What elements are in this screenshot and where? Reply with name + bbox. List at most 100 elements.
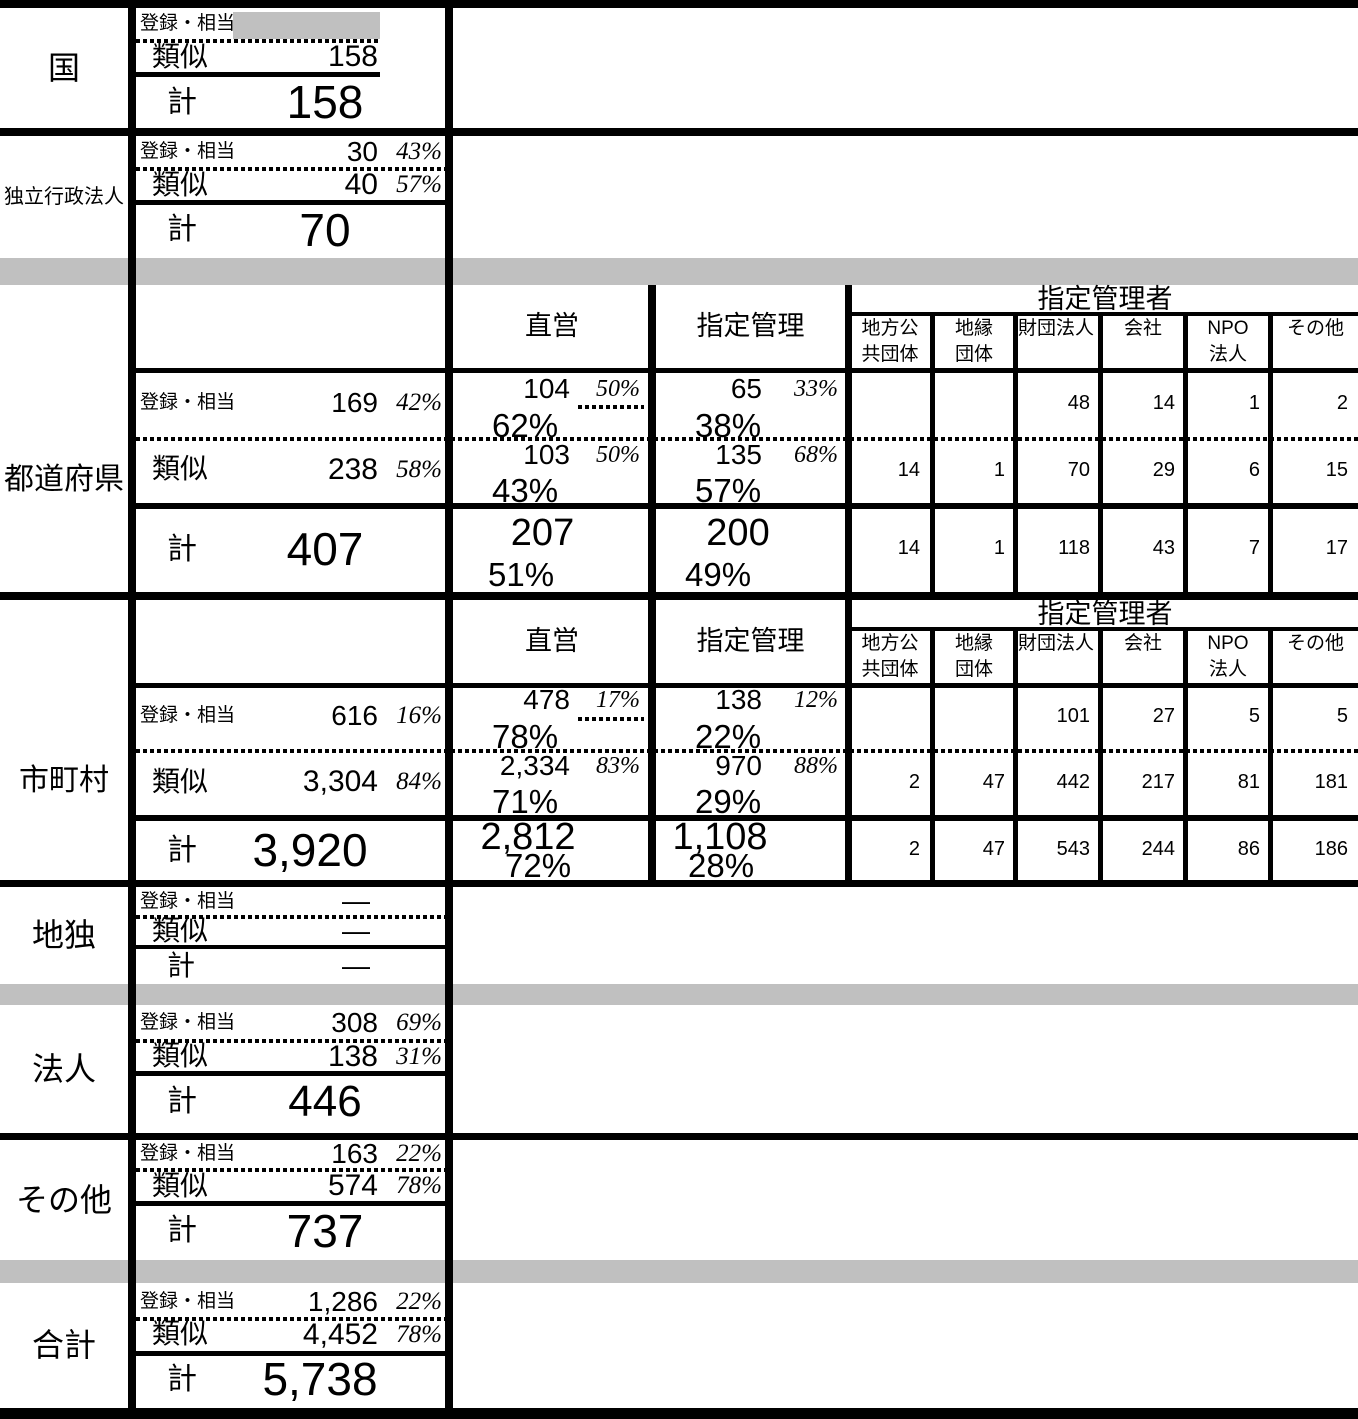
shichoson-shitei-touroku-value: 138 <box>715 684 762 715</box>
shichoson-subheader-chiendantai: 地縁 団体 <box>954 633 993 680</box>
todofuken-kanrisha-touroku-cell: 48 <box>1067 392 1090 414</box>
dotted-separator <box>578 717 644 721</box>
dokuho-ruiji-value: 40 <box>344 168 378 201</box>
dotted-separator <box>136 749 1358 753</box>
shichoson-chokuei-touroku-share: 78% <box>492 718 559 755</box>
dokuho-ruiji-label: 類似 <box>152 169 209 200</box>
grid-line <box>136 503 1358 509</box>
dokuho-kei-value: 70 <box>299 204 351 256</box>
todofuken-shitei-touroku-pct: 33% <box>794 376 838 402</box>
shichoson-kanrisha-ruiji-cell: 217 <box>1141 771 1175 793</box>
grid-line <box>1183 627 1188 880</box>
shichoson-kanrisha-kei-cell: 244 <box>1141 838 1175 860</box>
grid-line <box>0 1133 1358 1140</box>
hojin-touroku-pct: 69% <box>396 1009 442 1036</box>
todofuken-chokuei-kei-share: 51% <box>488 556 555 593</box>
shichoson-shitei-kanrisha-header: 指定管理者 <box>1037 599 1173 629</box>
todofuken-kanrisha-kei-cell: 17 <box>1325 537 1348 559</box>
dotted-separator <box>136 1317 445 1321</box>
kuni-touroku-label: 登録・相当 <box>140 13 236 34</box>
dotted-separator <box>136 915 445 919</box>
kuni-ruiji-label: 類似 <box>152 41 209 72</box>
chidoku-ruiji-value: — <box>342 915 370 946</box>
kuni-ruiji-value: 158 <box>327 40 378 73</box>
chidoku-touroku-value: — <box>342 885 370 916</box>
todofuken-kanrisha-ruiji-cell: 6 <box>1248 459 1260 481</box>
grid-line <box>128 0 136 1419</box>
todofuken-subheader-zaidanhojin: 財団法人 <box>1017 318 1094 339</box>
todofuken-chokuei-touroku-share: 62% <box>492 407 559 444</box>
chidoku-ruiji-label: 類似 <box>152 915 209 946</box>
dokuho-touroku-label: 登録・相当 <box>140 141 236 162</box>
shichoson-shitei-ruiji-pct: 88% <box>794 753 838 779</box>
chidoku-kei-value: — <box>342 950 370 981</box>
shichoson-kanrisha-ruiji-cell: 81 <box>1237 771 1260 793</box>
grid-line <box>845 600 852 880</box>
todofuken-kanrisha-ruiji-cell: 70 <box>1067 459 1090 481</box>
todofuken-shitei-kei-share: 49% <box>685 556 752 593</box>
shichoson-chokuei-ruiji-share: 71% <box>492 783 559 820</box>
grid-line <box>136 368 1358 373</box>
shichoson-subheader-zaidanhojin: 財団法人 <box>1017 633 1094 654</box>
todofuken-touroku-pct: 42% <box>396 389 442 416</box>
hojin-kei-value: 446 <box>288 1077 362 1126</box>
chidoku-kei-label: 計 <box>167 950 196 981</box>
shichoson-chokuei-kei-value: 2,812 <box>480 816 576 858</box>
shichoson-kanrisha-ruiji-cell: 2 <box>908 771 920 793</box>
grid-line <box>132 72 380 77</box>
gokei-kei-label: 計 <box>167 1363 197 1396</box>
dokuho-touroku-value: 30 <box>346 136 378 167</box>
todofuken-chokuei-ruiji-value: 103 <box>523 439 570 470</box>
todofuken-subheader-kaisha: 会社 <box>1123 318 1162 339</box>
todofuken-shitei-ruiji-share: 57% <box>695 472 762 509</box>
todofuken-kanrisha-touroku-cell: 2 <box>1336 392 1348 414</box>
grid-line <box>136 683 1358 688</box>
shichoson-subheader-sonota: その他 <box>1286 633 1344 654</box>
shichoson-touroku-value: 616 <box>331 700 378 731</box>
shichoson-touroku-pct: 16% <box>396 702 442 729</box>
grid-line <box>0 128 1358 136</box>
todofuken-subheader-sonota: その他 <box>1286 318 1344 339</box>
shichoson-subheader-kaisha: 会社 <box>1123 633 1162 654</box>
hojin-ruiji-pct: 31% <box>396 1043 442 1070</box>
sonota-touroku-pct: 22% <box>396 1140 442 1167</box>
separator-band <box>0 984 1358 1005</box>
shichoson-shitei-kei-share: 28% <box>688 847 755 884</box>
todofuken-chokuei-ruiji-pct: 50% <box>596 442 640 468</box>
shichoson-kanrisha-kei-cell: 186 <box>1314 838 1348 860</box>
todofuken-subheader-chihokokyodantai: 地方公 共団体 <box>861 318 919 365</box>
grid-line <box>1098 627 1103 880</box>
todofuken-subheader-npohojin: NPO 法人 <box>1207 318 1249 365</box>
grid-line <box>1268 627 1273 880</box>
todofuken-shitei-ruiji-pct: 68% <box>794 442 838 468</box>
dokuho-touroku-pct: 43% <box>396 138 442 165</box>
block-label-gokei: 合計 <box>31 1327 96 1363</box>
hojin-kei-label: 計 <box>167 1085 197 1118</box>
grid-line <box>1013 627 1018 880</box>
shichoson-kanrisha-kei-cell: 86 <box>1237 838 1260 860</box>
todofuken-subheader-chiendantai: 地縁 団体 <box>954 318 993 365</box>
todofuken-chokuei-touroku-value: 104 <box>523 373 570 404</box>
todofuken-kanrisha-touroku-cell: 14 <box>1152 392 1175 414</box>
grid-line <box>136 1071 445 1076</box>
dotted-separator <box>136 437 1358 441</box>
shichoson-kanrisha-kei-cell: 543 <box>1056 838 1090 860</box>
kuni-redacted-value-box <box>233 12 380 39</box>
todofuken-kei-label: 計 <box>167 533 197 566</box>
shichoson-kanrisha-touroku-cell: 27 <box>1152 705 1175 727</box>
gokei-ruiji-value: 4,452 <box>302 1318 378 1351</box>
hojin-ruiji-label: 類似 <box>152 1040 209 1071</box>
shichoson-subheader-npohojin: NPO 法人 <box>1207 633 1249 680</box>
todofuken-touroku-value: 169 <box>331 387 378 418</box>
shichoson-chokuei-touroku-pct: 17% <box>596 687 640 713</box>
block-label-todofuken: 都道府県 <box>4 463 124 496</box>
block-label-chidoku: 地独 <box>31 917 96 953</box>
block-label-kuni: 国 <box>47 50 80 86</box>
shichoson-kanrisha-ruiji-cell: 442 <box>1056 771 1090 793</box>
grid-line <box>136 815 1358 821</box>
shichoson-shitei-ruiji-value: 970 <box>715 750 762 781</box>
todofuken-ruiji-label: 類似 <box>152 453 209 484</box>
todofuken-ruiji-value: 238 <box>327 453 378 486</box>
separator-band <box>0 1260 1358 1283</box>
shichoson-chokuei-touroku-value: 478 <box>523 684 570 715</box>
